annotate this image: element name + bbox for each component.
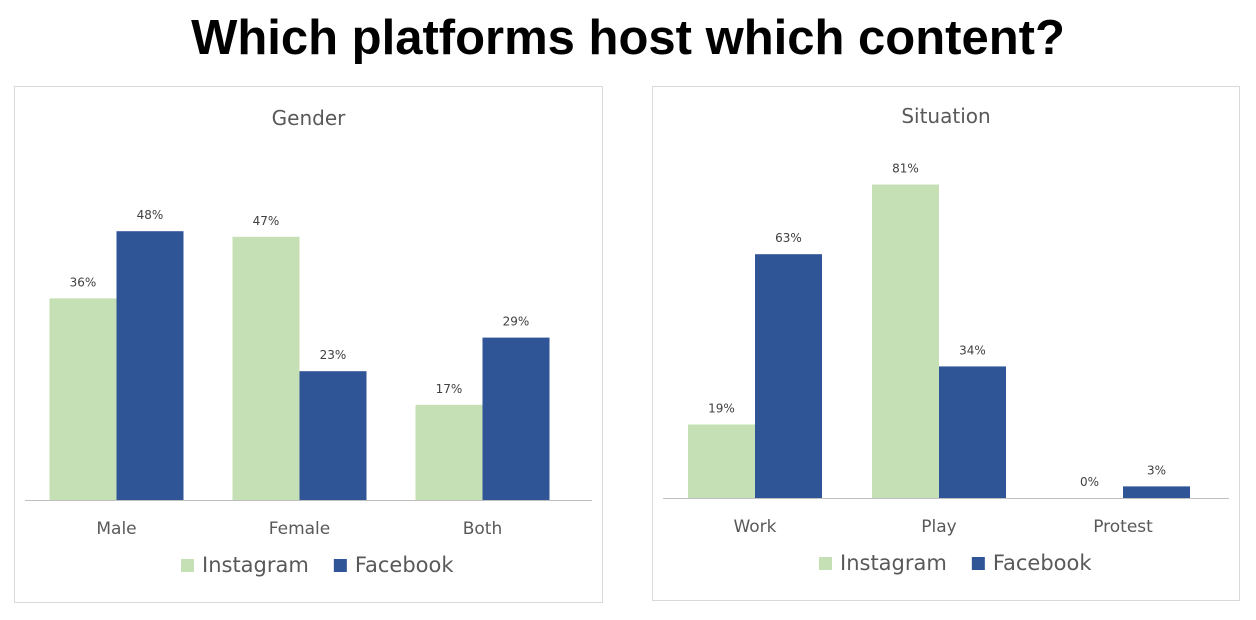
gender-data-label-facebook-male: 48% <box>137 208 164 222</box>
gender-category-label-both: Both <box>463 519 503 539</box>
gender-bar-instagram-male <box>49 298 117 500</box>
gender-legend-swatch-facebook <box>333 559 347 572</box>
gender-data-label-facebook-both: 29% <box>503 315 530 329</box>
situation-legend-swatch-facebook <box>971 557 985 570</box>
situation-bar-chart: Situation 19% 63% Work 81% 34% Play 0% 3% Protest… <box>663 104 1229 575</box>
situation-category-label-protest: Protest <box>1093 517 1153 537</box>
gender-legend-swatch-instagram <box>181 559 194 572</box>
situation-legend-swatch-instagram <box>819 557 832 570</box>
situation-data-label-facebook-protest: 3% <box>1147 463 1166 477</box>
gender-legend-label-instagram: Instagram <box>202 553 309 577</box>
gender-category-label-female: Female <box>269 519 330 539</box>
gender-legend-label-facebook: Facebook <box>355 553 455 577</box>
gender-bar-instagram-female <box>232 236 300 501</box>
situation-data-label-facebook-play: 34% <box>959 343 986 357</box>
gender-bar-chart: Gender 36% 48% Male 47% 23% Female 17% 29% Both In… <box>25 106 592 577</box>
situation-category-label-work: Work <box>733 517 776 537</box>
situation-legend-label-instagram: Instagram <box>840 551 947 575</box>
situation-data-label-instagram-work: 19% <box>708 401 735 415</box>
gender-data-label-instagram-both: 17% <box>436 382 463 396</box>
gender-chart-panel: Gender 36% 48% Male 47% 23% Female 17% 29% Both In… <box>14 86 603 603</box>
gender-data-label-instagram-female: 47% <box>253 214 280 228</box>
situation-data-label-instagram-protest: 0% <box>1080 475 1099 489</box>
gender-bar-instagram-both <box>415 404 483 500</box>
gender-chart-title: Gender <box>272 106 346 130</box>
gender-category-label-male: Male <box>96 519 136 539</box>
gender-bar-facebook-both <box>482 337 550 500</box>
situation-chart-panel: Situation 19% 63% Work 81% 34% Play 0% 3% Protest… <box>652 86 1240 601</box>
situation-bar-facebook-work <box>755 254 822 498</box>
page-title: Which platforms host which content? <box>191 11 1065 65</box>
gender-data-label-facebook-female: 23% <box>320 348 347 362</box>
situation-bar-facebook-protest <box>1123 486 1190 498</box>
situation-bar-instagram-play <box>872 184 939 498</box>
situation-data-label-facebook-work: 63% <box>775 231 802 245</box>
situation-bar-instagram-work <box>688 424 755 498</box>
gender-bar-facebook-female <box>299 371 367 500</box>
situation-bar-facebook-play <box>939 366 1006 498</box>
situation-chart-title: Situation <box>901 104 990 128</box>
situation-data-label-instagram-play: 81% <box>892 162 919 176</box>
situation-category-label-play: Play <box>921 517 956 537</box>
gender-bar-facebook-male <box>116 231 184 500</box>
gender-data-label-instagram-male: 36% <box>70 275 97 289</box>
situation-legend-label-facebook: Facebook <box>993 551 1093 575</box>
